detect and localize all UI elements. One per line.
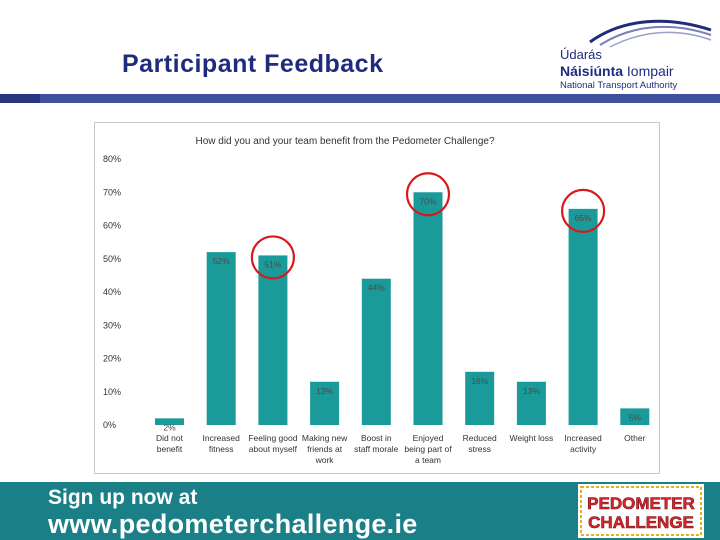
category-label: a team xyxy=(415,455,441,465)
data-label: 44% xyxy=(368,283,385,293)
header-divider xyxy=(0,94,720,103)
y-axis: 0% 10% 20% 30% 40% 50% 60% 70% 80% xyxy=(103,154,121,430)
data-label: 70% xyxy=(419,196,436,206)
y-tick-label: 80% xyxy=(103,154,121,164)
bar xyxy=(413,192,443,425)
y-tick-label: 10% xyxy=(103,387,121,397)
bar xyxy=(361,278,391,425)
signup-prompt: Sign up now at xyxy=(48,486,198,509)
data-label: 5% xyxy=(629,412,642,422)
badge-line-1: PEDOMETER xyxy=(587,494,695,513)
bar xyxy=(465,371,495,425)
highlight-circle xyxy=(250,235,295,280)
category-label: Reduced xyxy=(463,433,497,443)
chart-frame: How did you and your team benefit from t… xyxy=(94,122,660,474)
category-label: Boost in xyxy=(361,433,392,443)
category-label: about myself xyxy=(249,444,298,454)
data-label: 13% xyxy=(316,386,333,396)
logo-swoosh-icon xyxy=(589,19,712,48)
pedometer-challenge-badge: PEDOMETER CHALLENGE xyxy=(578,484,704,538)
category-label: Enjoyed xyxy=(413,433,444,443)
y-tick-label: 30% xyxy=(103,320,121,330)
bar xyxy=(568,208,598,425)
bar-group xyxy=(155,192,650,425)
data-label: 65% xyxy=(575,213,592,223)
nta-logo: Údarás Náisiúnta Iompair National Transp… xyxy=(553,14,713,94)
category-label: staff morale xyxy=(354,444,399,454)
logo-line-2: Náisiúnta Iompair xyxy=(560,63,674,79)
data-label: 51% xyxy=(264,259,281,269)
data-label: 13% xyxy=(523,386,540,396)
category-label: being part of xyxy=(404,444,452,454)
y-tick-label: 40% xyxy=(103,287,121,297)
y-tick-label: 60% xyxy=(103,221,121,231)
logo-line-1: Údarás xyxy=(560,47,602,62)
y-tick-label: 50% xyxy=(103,254,121,264)
badge-line-2: CHALLENGE xyxy=(588,513,694,532)
bar xyxy=(516,381,546,425)
category-label: Weight loss xyxy=(510,433,554,443)
bar xyxy=(310,381,340,425)
y-tick-label: 0% xyxy=(103,420,116,430)
value-label-group: 2% 52% 51% 13% 44% 70% 16% 13% 65% 5% xyxy=(163,196,641,432)
highlight-circle xyxy=(561,188,606,233)
category-label: benefit xyxy=(157,444,183,454)
category-label: fitness xyxy=(209,444,234,454)
slide-title: Participant Feedback xyxy=(122,50,384,78)
y-tick-label: 20% xyxy=(103,354,121,364)
category-label: friends at xyxy=(307,444,343,454)
bar xyxy=(206,252,236,425)
category-label: Feeling good xyxy=(248,433,297,443)
data-label: 16% xyxy=(471,376,488,386)
category-label: Increased xyxy=(203,433,241,443)
header-divider-accent xyxy=(0,94,40,103)
category-label: Increased xyxy=(564,433,602,443)
y-tick-label: 70% xyxy=(103,187,121,197)
bar xyxy=(620,408,650,425)
highlight-group xyxy=(250,172,606,280)
website-link[interactable]: www.pedometerchallenge.ie xyxy=(48,509,418,539)
logo-line-2-rest: Iompair xyxy=(623,63,674,79)
category-label: activity xyxy=(570,444,597,454)
category-label: stress xyxy=(468,444,491,454)
data-label: 2% xyxy=(163,422,176,432)
chart-title: How did you and your team benefit from t… xyxy=(195,136,495,147)
feedback-bar-chart: How did you and your team benefit from t… xyxy=(103,136,650,465)
category-label: Making new xyxy=(302,433,348,443)
bar xyxy=(155,418,184,425)
logo-line-2-bold: Náisiúnta xyxy=(560,63,624,79)
category-label: Did not xyxy=(156,433,184,443)
highlight-circle xyxy=(405,172,451,217)
category-label: Other xyxy=(624,433,645,443)
bar xyxy=(258,255,288,425)
category-label: work xyxy=(315,455,335,465)
logo-line-3: National Transport Authority xyxy=(560,80,678,91)
data-label: 52% xyxy=(213,256,230,266)
